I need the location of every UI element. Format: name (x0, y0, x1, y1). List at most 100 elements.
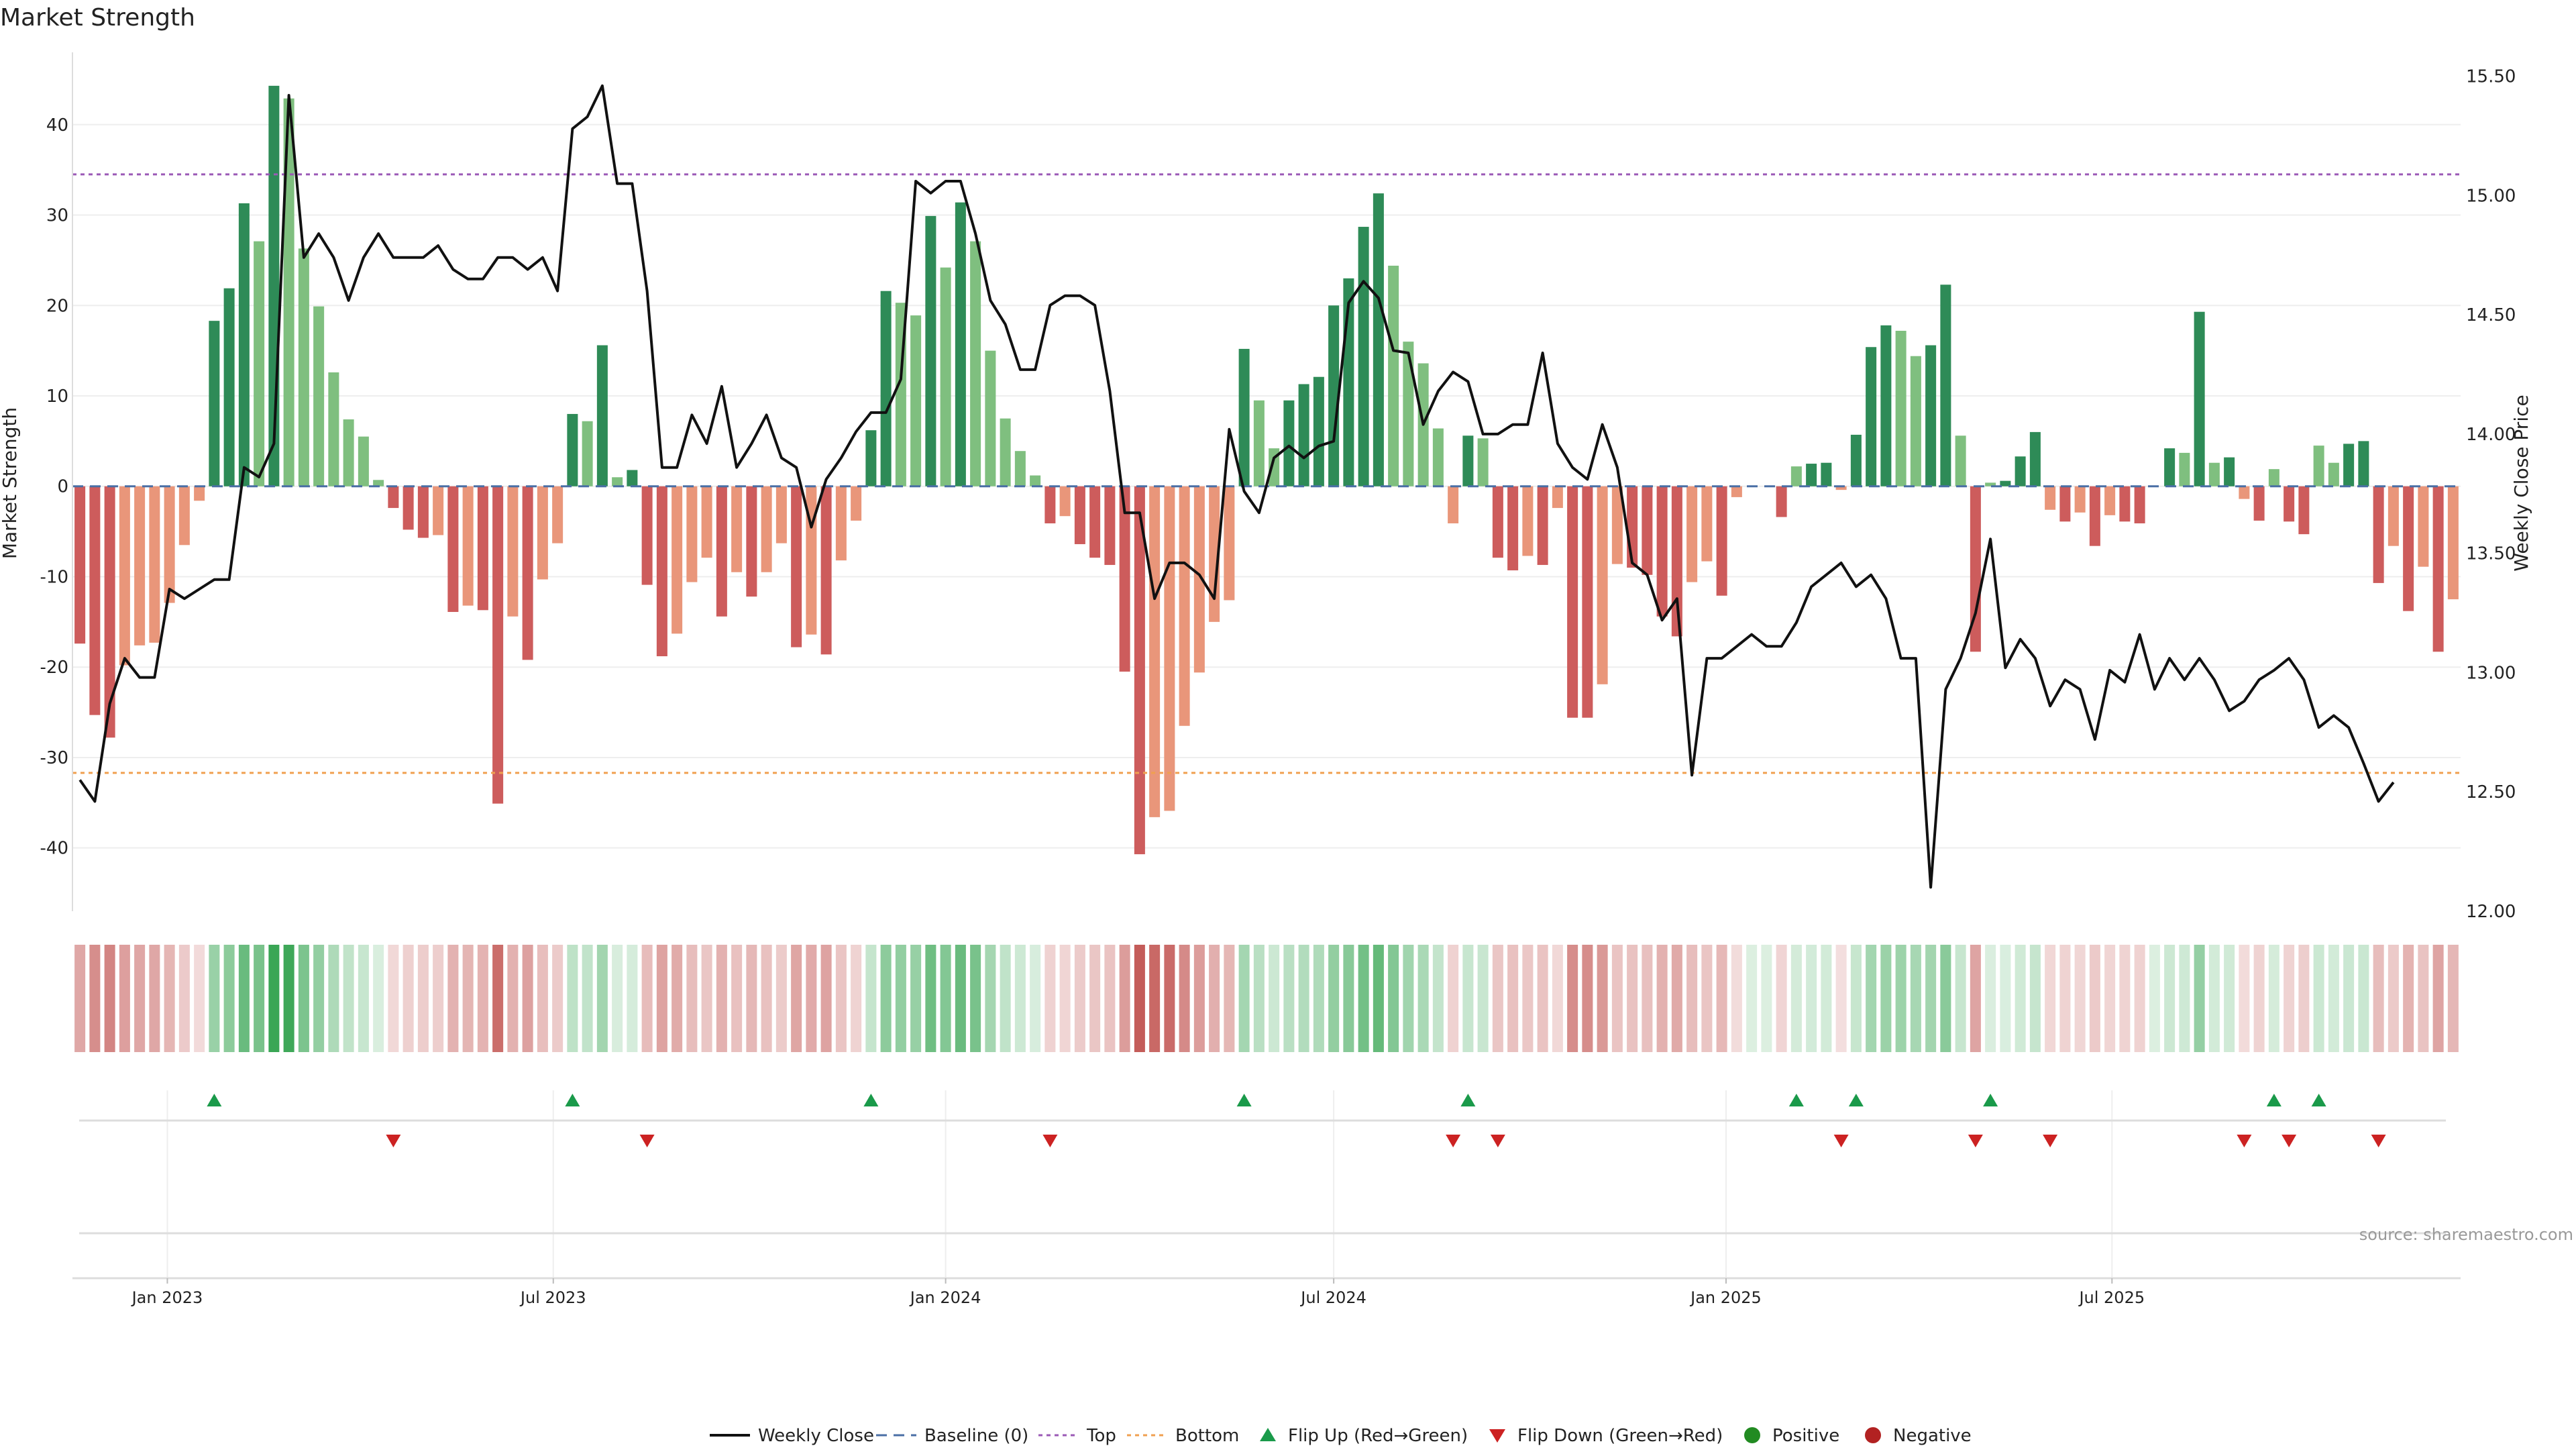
heat-cell (2149, 945, 2160, 1052)
strength-bar (1507, 486, 1519, 571)
strength-bar (1970, 486, 1981, 652)
strength-bar (672, 486, 683, 634)
heat-cell (1552, 945, 1563, 1052)
heat-cell (880, 945, 892, 1052)
strength-bar (2418, 486, 2429, 567)
strength-bar (1821, 462, 1832, 486)
heat-cell (1716, 945, 1727, 1052)
flip-down-marker (1968, 1135, 1983, 1147)
strength-bar (1164, 486, 1175, 811)
heat-cell (1850, 945, 1862, 1052)
strength-bar (119, 486, 130, 666)
heat-cell (2134, 945, 2145, 1052)
strength-bar (2029, 431, 2041, 486)
strength-bar (1448, 486, 1459, 523)
flip-up-marker (1983, 1094, 1998, 1106)
strength-bar (74, 486, 86, 644)
heat-cell (641, 945, 653, 1052)
x-tick-label: Jan 2024 (909, 1288, 981, 1307)
y-tick-label-right: 12.00 (2466, 902, 2516, 922)
strength-bar (910, 315, 922, 486)
strength-bar (1089, 486, 1101, 558)
strength-bar (522, 486, 533, 660)
strength-bar (223, 288, 235, 486)
strength-bar (1432, 428, 1444, 486)
heat-cell (1477, 945, 1489, 1052)
y-tick-label-left: 20 (46, 296, 68, 316)
legend-label: Flip Down (Green→Red) (1517, 1426, 1723, 1446)
heat-cell (2403, 945, 2414, 1052)
heat-cell (761, 945, 772, 1052)
heat-cell (627, 945, 638, 1052)
strength-bar (851, 486, 862, 521)
strength-bar (1209, 486, 1220, 622)
legend-item: Bottom (1127, 1426, 1239, 1446)
legend-label: Top (1086, 1426, 1116, 1446)
x-tick-label: Jan 2023 (131, 1288, 203, 1307)
heat-cell (1955, 945, 1966, 1052)
flip-up-marker (1848, 1094, 1864, 1106)
heat-cell (1224, 945, 1235, 1052)
strength-bar (2432, 486, 2444, 652)
strength-bar (1358, 227, 1369, 486)
strength-bar (2015, 456, 2026, 486)
strength-bar (1193, 486, 1205, 673)
y-tick-label-right: 12.50 (2466, 782, 2516, 802)
heat-cell (1985, 945, 1996, 1052)
strength-bar (2239, 486, 2250, 499)
heat-cell (686, 945, 698, 1052)
heat-cell (254, 945, 265, 1052)
heat-cell (1193, 945, 1205, 1052)
strength-bar (746, 486, 757, 597)
strength-bar (402, 486, 414, 530)
flip-down-marker (639, 1135, 655, 1147)
flip-up-marker (565, 1094, 580, 1106)
y-tick-label-right: 15.00 (2466, 186, 2516, 206)
strength-bar (1238, 348, 1250, 486)
strength-bar (1388, 265, 1399, 486)
heat-cell (552, 945, 564, 1052)
heat-cell (1910, 945, 1921, 1052)
heat-cell (1522, 945, 1534, 1052)
heat-cell (1343, 945, 1354, 1052)
strength-bar (1059, 486, 1071, 517)
strength-bar (1850, 434, 1862, 486)
legend-swatch-flip-down (1489, 1429, 1505, 1443)
y-tick-label-left: -10 (40, 567, 68, 587)
x-tick-label: Jan 2025 (1689, 1288, 1762, 1307)
flip-down-marker (1042, 1135, 1058, 1147)
strength-bar (2208, 462, 2220, 486)
strength-bar (209, 321, 220, 486)
legend-item: Flip Down (Green→Red) (1489, 1426, 1723, 1446)
strength-bar (492, 486, 504, 804)
strength-bar (1224, 486, 1235, 601)
legend-label: Bottom (1175, 1426, 1239, 1446)
heat-cell (955, 945, 966, 1052)
heat-cell (1656, 945, 1668, 1052)
heat-cell (895, 945, 906, 1052)
strength-bar (373, 480, 384, 486)
heat-cell (1179, 945, 1190, 1052)
legend-item: Positive (1744, 1426, 1839, 1446)
heat-cell (1611, 945, 1623, 1052)
heat-cell (1507, 945, 1519, 1052)
heat-cell (672, 945, 683, 1052)
y-tick-label-left: 40 (46, 115, 68, 136)
flip-marker-panel (79, 1090, 2446, 1278)
heat-cell (328, 945, 339, 1052)
strength-bar (2373, 486, 2384, 583)
heat-cell (164, 945, 175, 1052)
heat-cell (701, 945, 712, 1052)
heat-cell (1283, 945, 1295, 1052)
strength-bar (2387, 486, 2399, 546)
y-tick-label-left: 10 (46, 386, 68, 407)
heat-cell (820, 945, 832, 1052)
heat-cell (462, 945, 474, 1052)
strength-bar (2134, 486, 2145, 523)
legend-item: Negative (1865, 1426, 1972, 1446)
heat-cell (2045, 945, 2056, 1052)
strength-bar (835, 486, 847, 561)
heat-cell (1790, 945, 1802, 1052)
strength-bar (2224, 457, 2235, 486)
strength-bar (1790, 466, 1802, 486)
